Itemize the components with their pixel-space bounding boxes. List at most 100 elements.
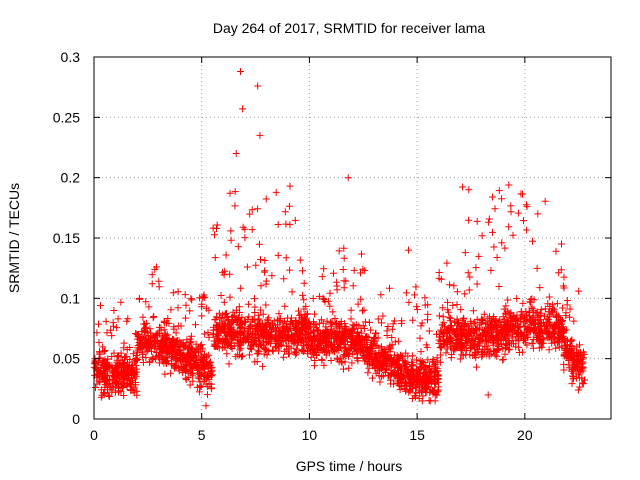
data-point [435,312,443,320]
data-point [223,350,231,358]
data-point [523,203,531,211]
data-point [537,311,545,319]
data-point [114,352,122,360]
data-point [149,333,157,341]
data-point [299,267,306,275]
data-point [108,353,116,360]
data-point [265,314,273,322]
data-point [313,351,321,359]
data-point [292,317,300,325]
data-point [335,333,343,341]
data-point [353,355,361,362]
data-point [365,319,373,326]
data-point [379,312,387,320]
data-point [471,341,478,348]
data-point [387,354,395,362]
data-point [170,337,178,345]
data-point [454,320,462,328]
data-point [371,333,378,341]
data-point [368,358,376,365]
data-point [304,341,312,348]
data-point [339,266,347,273]
data-point [234,321,242,329]
data-point [298,346,306,354]
data-point [142,298,150,306]
data-point [214,325,221,333]
data-point [251,358,259,366]
data-point [421,365,429,373]
data-point [315,292,323,300]
data-point [514,209,522,217]
data-point [453,326,461,334]
data-point [188,296,196,304]
data-point [504,332,512,340]
data-point [220,298,228,306]
data-point [331,315,339,322]
data-point [456,355,464,363]
data-point [311,310,319,318]
data-point [351,336,359,344]
data-point [562,312,570,320]
data-point [227,332,235,340]
data-point [234,333,242,341]
data-point [569,355,577,363]
data-point [116,367,124,375]
data-point [182,362,190,370]
data-point [386,355,394,363]
data-point [567,337,575,345]
data-point [416,357,424,365]
data-point [102,377,110,385]
data-point [534,210,542,218]
data-point [457,305,465,313]
data-point [504,296,512,304]
data-point [347,306,355,314]
data-point [461,290,469,298]
data-point [557,333,565,341]
data-point [273,340,281,348]
data-point [222,343,230,351]
data-point [413,306,421,313]
data-point [520,217,527,225]
data-point [368,345,376,353]
data-point [330,269,337,277]
data-point [182,367,190,375]
data-point [438,321,446,329]
data-point [256,131,264,139]
data-point [551,337,559,345]
data-point [266,323,273,331]
data-point [349,282,357,290]
y-tick-label: 0.2 [61,170,81,186]
data-point [429,387,437,395]
data-point [97,393,105,401]
data-point [287,344,295,352]
data-point [433,357,441,365]
data-point [458,351,466,359]
data-point [191,360,198,368]
data-point [353,346,360,354]
data-point [288,288,296,296]
data-point [101,347,109,354]
data-point [390,317,398,325]
data-point [418,364,426,372]
data-point [535,316,543,324]
data-point [253,323,261,331]
data-point [378,373,386,381]
data-point [551,321,559,329]
data-point [448,350,456,358]
data-point [378,319,385,327]
data-point [505,309,513,317]
data-point [545,346,553,354]
x-tick-label: 15 [409,427,425,443]
data-point [241,234,249,242]
data-point [255,342,263,350]
data-point [499,355,507,363]
data-point [405,372,413,380]
data-point [563,348,570,356]
data-point [387,376,394,384]
data-point [490,334,498,342]
data-point [204,329,212,337]
data-point [577,368,584,376]
data-point [175,343,183,351]
data-point [195,375,203,382]
data-point [339,336,347,344]
